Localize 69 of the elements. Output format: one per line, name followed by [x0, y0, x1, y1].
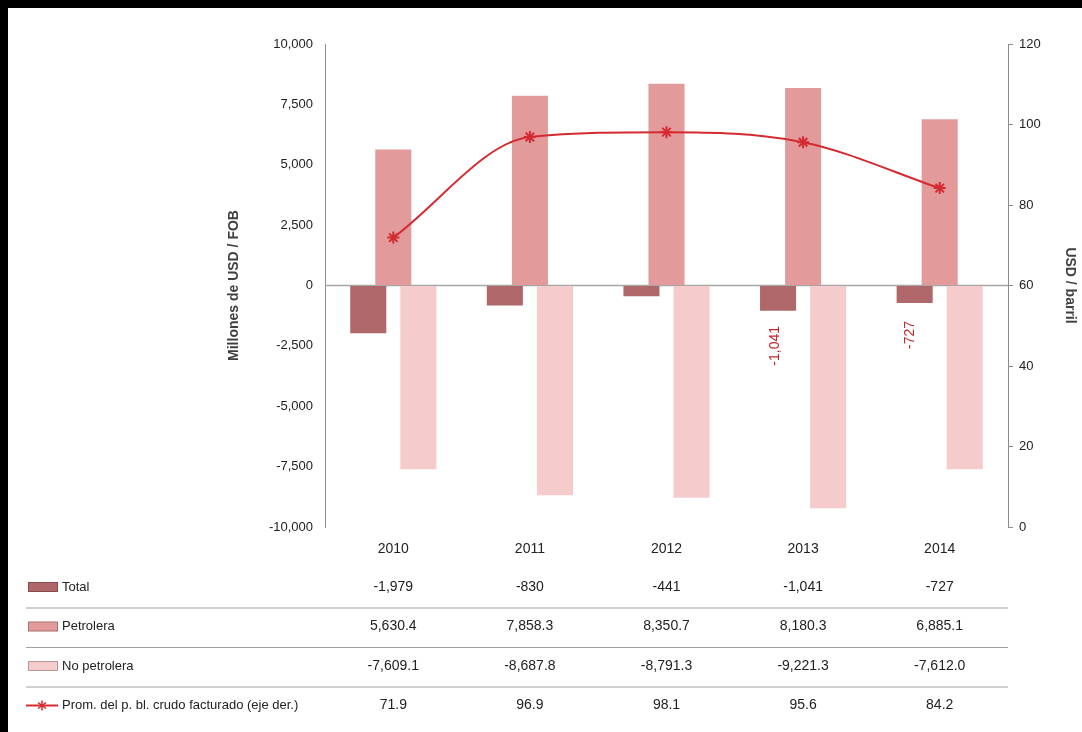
y-tick-label: -5,000 [276, 397, 313, 413]
point [659, 125, 674, 140]
bar [946, 286, 983, 470]
y2-tick-label: 100 [1019, 116, 1041, 132]
y-tick-label: -2,500 [276, 337, 313, 353]
x-tick-label: 2012 [650, 540, 683, 557]
data-label: 71.9 [379, 696, 408, 713]
data-label: 7,858.3 [506, 617, 554, 634]
bar [673, 286, 710, 498]
y2-tick-label: 40 [1019, 357, 1034, 373]
data-label: -1,041 [783, 577, 824, 594]
data-label: -1,979 [373, 577, 414, 594]
bar [921, 119, 958, 285]
bar [896, 286, 933, 304]
data-label: 5,630.4 [369, 617, 417, 634]
y2-tick-label: 0 [1019, 518, 1027, 534]
point [386, 230, 401, 245]
data-label: 96.9 [516, 696, 544, 713]
point [932, 181, 947, 196]
bar [785, 87, 822, 285]
y2-tick-label: 120 [1019, 35, 1041, 51]
data-label: -7,612.0 [914, 656, 966, 673]
x-tick-label: 2011 [514, 540, 546, 557]
y-tick-label: 10,000 [273, 35, 313, 51]
legend-label: Petrolera [62, 618, 116, 634]
data-label: 95.6 [789, 696, 817, 713]
y2-tick-label: 80 [1019, 196, 1034, 212]
bar [375, 149, 412, 285]
legend-label: Prom. del p. bl. crudo facturado (eje der.) [62, 697, 299, 713]
y-tick-label: 5,000 [280, 156, 313, 172]
annotation: -727 [900, 320, 917, 350]
bar [536, 286, 573, 496]
data-label: -8,791.3 [640, 656, 693, 673]
data-label: -7,609.1 [367, 656, 420, 673]
x-tick-label: 2013 [787, 540, 819, 557]
legend-label: Total [62, 578, 90, 594]
bar [486, 286, 523, 306]
y-axis-title: Millones de USD / FOB [225, 210, 242, 361]
data-label: -8,687.8 [504, 656, 556, 673]
data-label: -830 [515, 577, 545, 594]
y2-tick-label: 60 [1019, 277, 1034, 293]
data-label: 84.2 [926, 696, 954, 713]
bar [648, 83, 685, 285]
x-tick-label: 2014 [924, 540, 956, 557]
data-label: 6,885.1 [916, 617, 964, 634]
legend-label: No petrolera [62, 657, 135, 673]
data-label: -441 [652, 577, 681, 594]
data-label: 8,180.3 [779, 617, 827, 634]
data-label: -727 [925, 577, 954, 594]
bar [400, 286, 437, 470]
y2-tick-label: 20 [1019, 438, 1034, 454]
x-tick-label: 2010 [377, 540, 410, 557]
bar [760, 286, 797, 311]
y-tick-label: 0 [305, 277, 313, 293]
y2-axis-title: USD / barril [1062, 247, 1079, 324]
bar [350, 286, 387, 334]
data-label: 98.1 [652, 696, 681, 713]
y-tick-label: -10,000 [268, 518, 313, 534]
y-tick-label: -7,500 [276, 458, 313, 474]
bar [511, 95, 548, 285]
point [796, 135, 811, 150]
point [522, 129, 537, 144]
y-tick-label: 7,500 [280, 95, 313, 111]
data-label: -9,221.3 [777, 656, 829, 673]
bar [810, 286, 847, 509]
y-tick-label: 2,500 [280, 216, 313, 232]
bar [623, 286, 660, 297]
data-label: 8,350.7 [643, 617, 691, 634]
annotation: -1,041 [765, 325, 782, 366]
